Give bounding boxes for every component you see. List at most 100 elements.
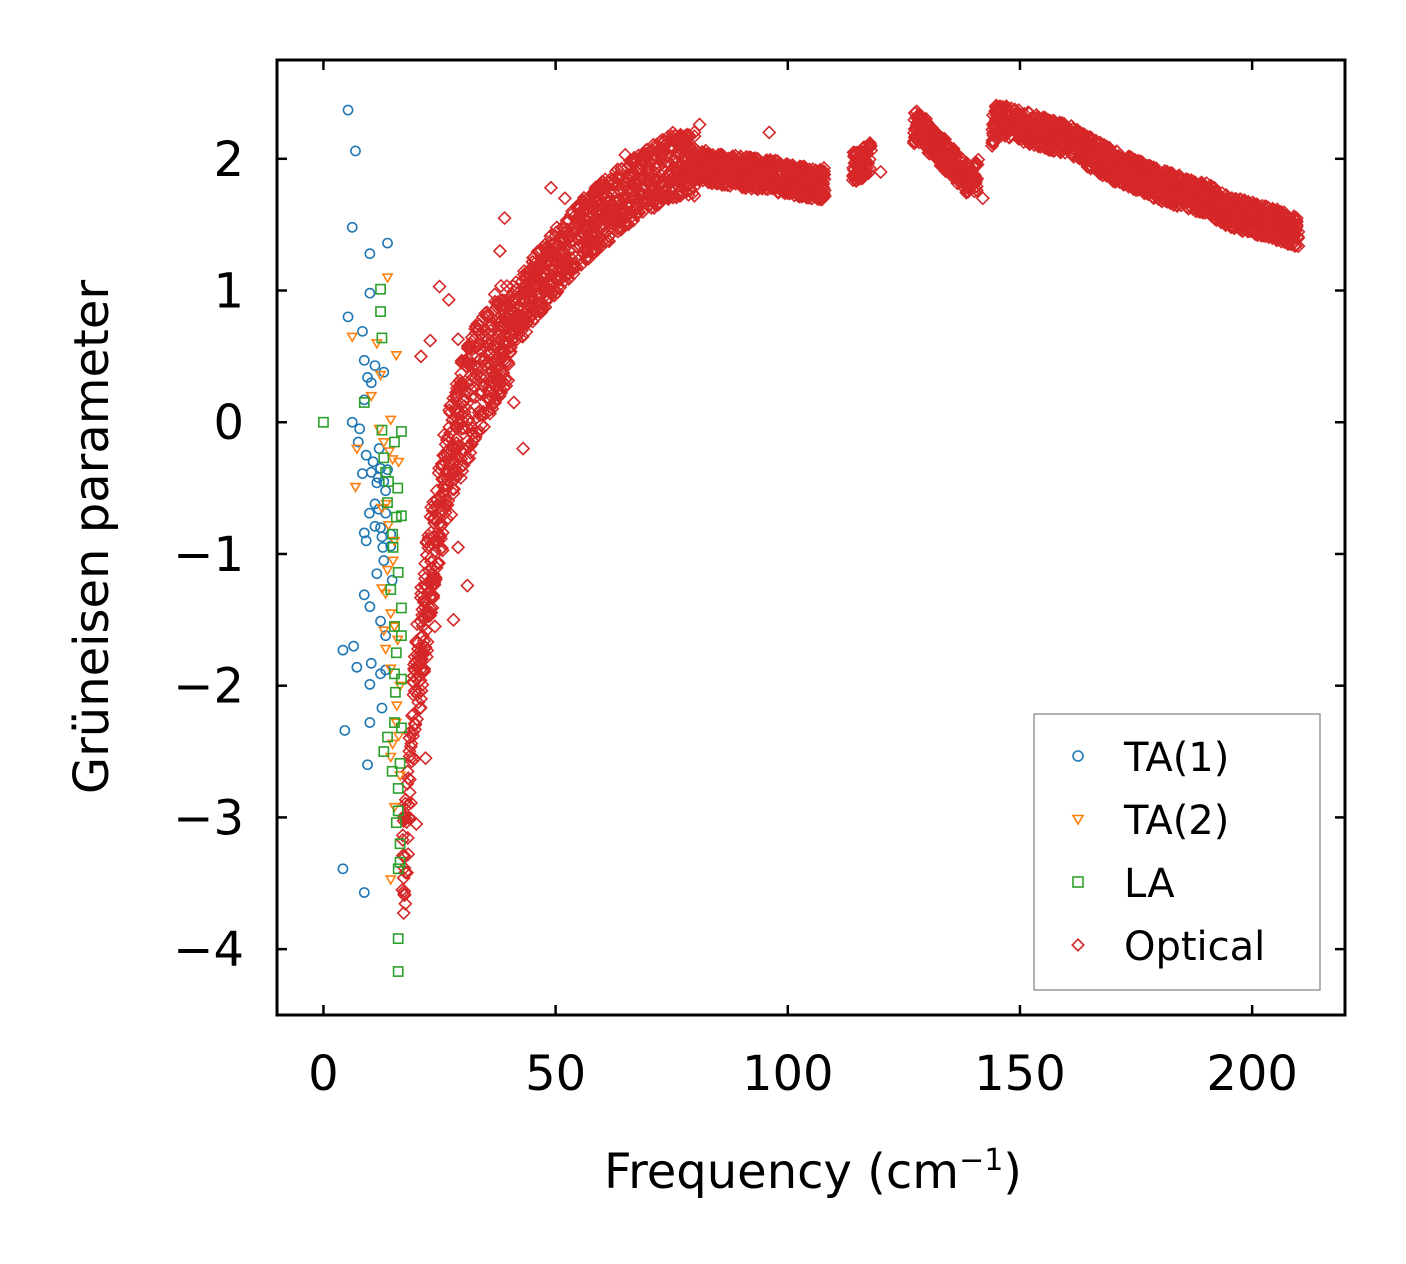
- optical-point: [680, 158, 696, 173]
- optical-point: [937, 139, 952, 154]
- optical-point: [411, 649, 426, 664]
- optical-point: [1172, 187, 1187, 202]
- ta2-point: [383, 447, 396, 458]
- optical-point: [492, 243, 507, 259]
- ta1-point: [362, 759, 373, 771]
- optical-point: [765, 165, 780, 180]
- optical-point: [626, 213, 641, 228]
- optical-point: [748, 150, 763, 166]
- optical-point: [1192, 204, 1207, 219]
- optical-point: [428, 570, 443, 585]
- optical-point: [418, 751, 433, 766]
- la-point: [394, 838, 406, 850]
- optical-point: [907, 106, 923, 121]
- optical-point: [506, 395, 521, 410]
- optical-point: [1178, 172, 1194, 187]
- ta2-point: [346, 332, 359, 343]
- legend-optical-marker: [1071, 938, 1085, 952]
- legend-la-label: LA: [1124, 861, 1175, 907]
- optical-point: [791, 175, 807, 190]
- la-point: [375, 283, 386, 295]
- optical-point: [567, 260, 582, 275]
- optical-point: [1276, 223, 1291, 238]
- optical-point: [416, 634, 432, 649]
- optical-point: [986, 135, 1001, 150]
- optical-point: [438, 492, 453, 508]
- ta1-point: [376, 702, 388, 714]
- optical-point: [1106, 145, 1121, 161]
- optical-point: [640, 142, 655, 157]
- optical-point: [813, 191, 828, 206]
- optical-point: [1250, 217, 1265, 232]
- optical-point: [1007, 102, 1022, 117]
- optical-point: [933, 158, 948, 173]
- optical-point: [1055, 138, 1070, 153]
- optical-point: [642, 154, 657, 169]
- optical-point: [1132, 173, 1147, 188]
- optical-point: [1140, 184, 1156, 199]
- optical-point: [1100, 164, 1115, 180]
- optical-point: [598, 172, 613, 187]
- optical-point: [494, 293, 510, 308]
- ta1-point: [375, 615, 386, 627]
- optical-point: [626, 193, 641, 208]
- optical-point: [1045, 130, 1060, 145]
- optical-point: [497, 343, 512, 359]
- optical-point: [552, 238, 567, 253]
- optical-point: [493, 342, 508, 357]
- optical-point: [1268, 230, 1283, 245]
- optical-point: [1289, 213, 1304, 228]
- optical-point: [1156, 167, 1171, 183]
- ta1-point: [365, 657, 377, 669]
- optical-point: [499, 278, 514, 294]
- x-tick-label: 50: [525, 1046, 586, 1102]
- optical-point: [411, 685, 427, 700]
- optical-point: [398, 896, 413, 911]
- optical-point: [479, 309, 494, 324]
- optical-point: [527, 293, 542, 308]
- optical-point: [1077, 152, 1092, 168]
- optical-point: [454, 451, 469, 467]
- optical-point: [1118, 153, 1133, 168]
- ta1-point: [378, 555, 390, 566]
- optical-point: [1184, 196, 1199, 211]
- optical-point: [519, 316, 534, 331]
- optical-point: [490, 295, 505, 310]
- ta1-point: [346, 416, 358, 428]
- optical-point: [957, 171, 972, 186]
- optical-point: [1042, 132, 1057, 147]
- ta2-point: [350, 444, 363, 455]
- ta2-point: [387, 556, 400, 567]
- optical-point: [1052, 115, 1067, 130]
- optical-point: [457, 405, 472, 420]
- la-point: [390, 647, 402, 659]
- la-point: [385, 584, 397, 595]
- optical-point: [1146, 175, 1162, 190]
- optical-point: [453, 459, 469, 474]
- optical-point: [873, 164, 888, 180]
- optical-point: [581, 238, 596, 253]
- la-point: [389, 621, 400, 632]
- optical-point: [1186, 177, 1201, 192]
- optical-point: [600, 209, 615, 224]
- optical-point: [446, 462, 461, 477]
- optical-point: [559, 252, 574, 267]
- ta1-point: [350, 145, 361, 157]
- optical-point: [804, 174, 819, 190]
- optical-point: [734, 177, 750, 193]
- optical-point: [447, 472, 463, 487]
- ta1-point: [337, 644, 349, 656]
- ta1-point: [382, 464, 393, 476]
- optical-point: [535, 297, 550, 312]
- optical-point: [676, 171, 691, 187]
- optical-point: [514, 274, 530, 289]
- optical-point: [479, 355, 495, 371]
- optical-point: [455, 445, 470, 460]
- ta2-point: [384, 415, 397, 426]
- la-point: [392, 482, 404, 494]
- optical-point: [1218, 218, 1233, 233]
- optical-point: [456, 421, 471, 436]
- optical-point: [622, 157, 638, 172]
